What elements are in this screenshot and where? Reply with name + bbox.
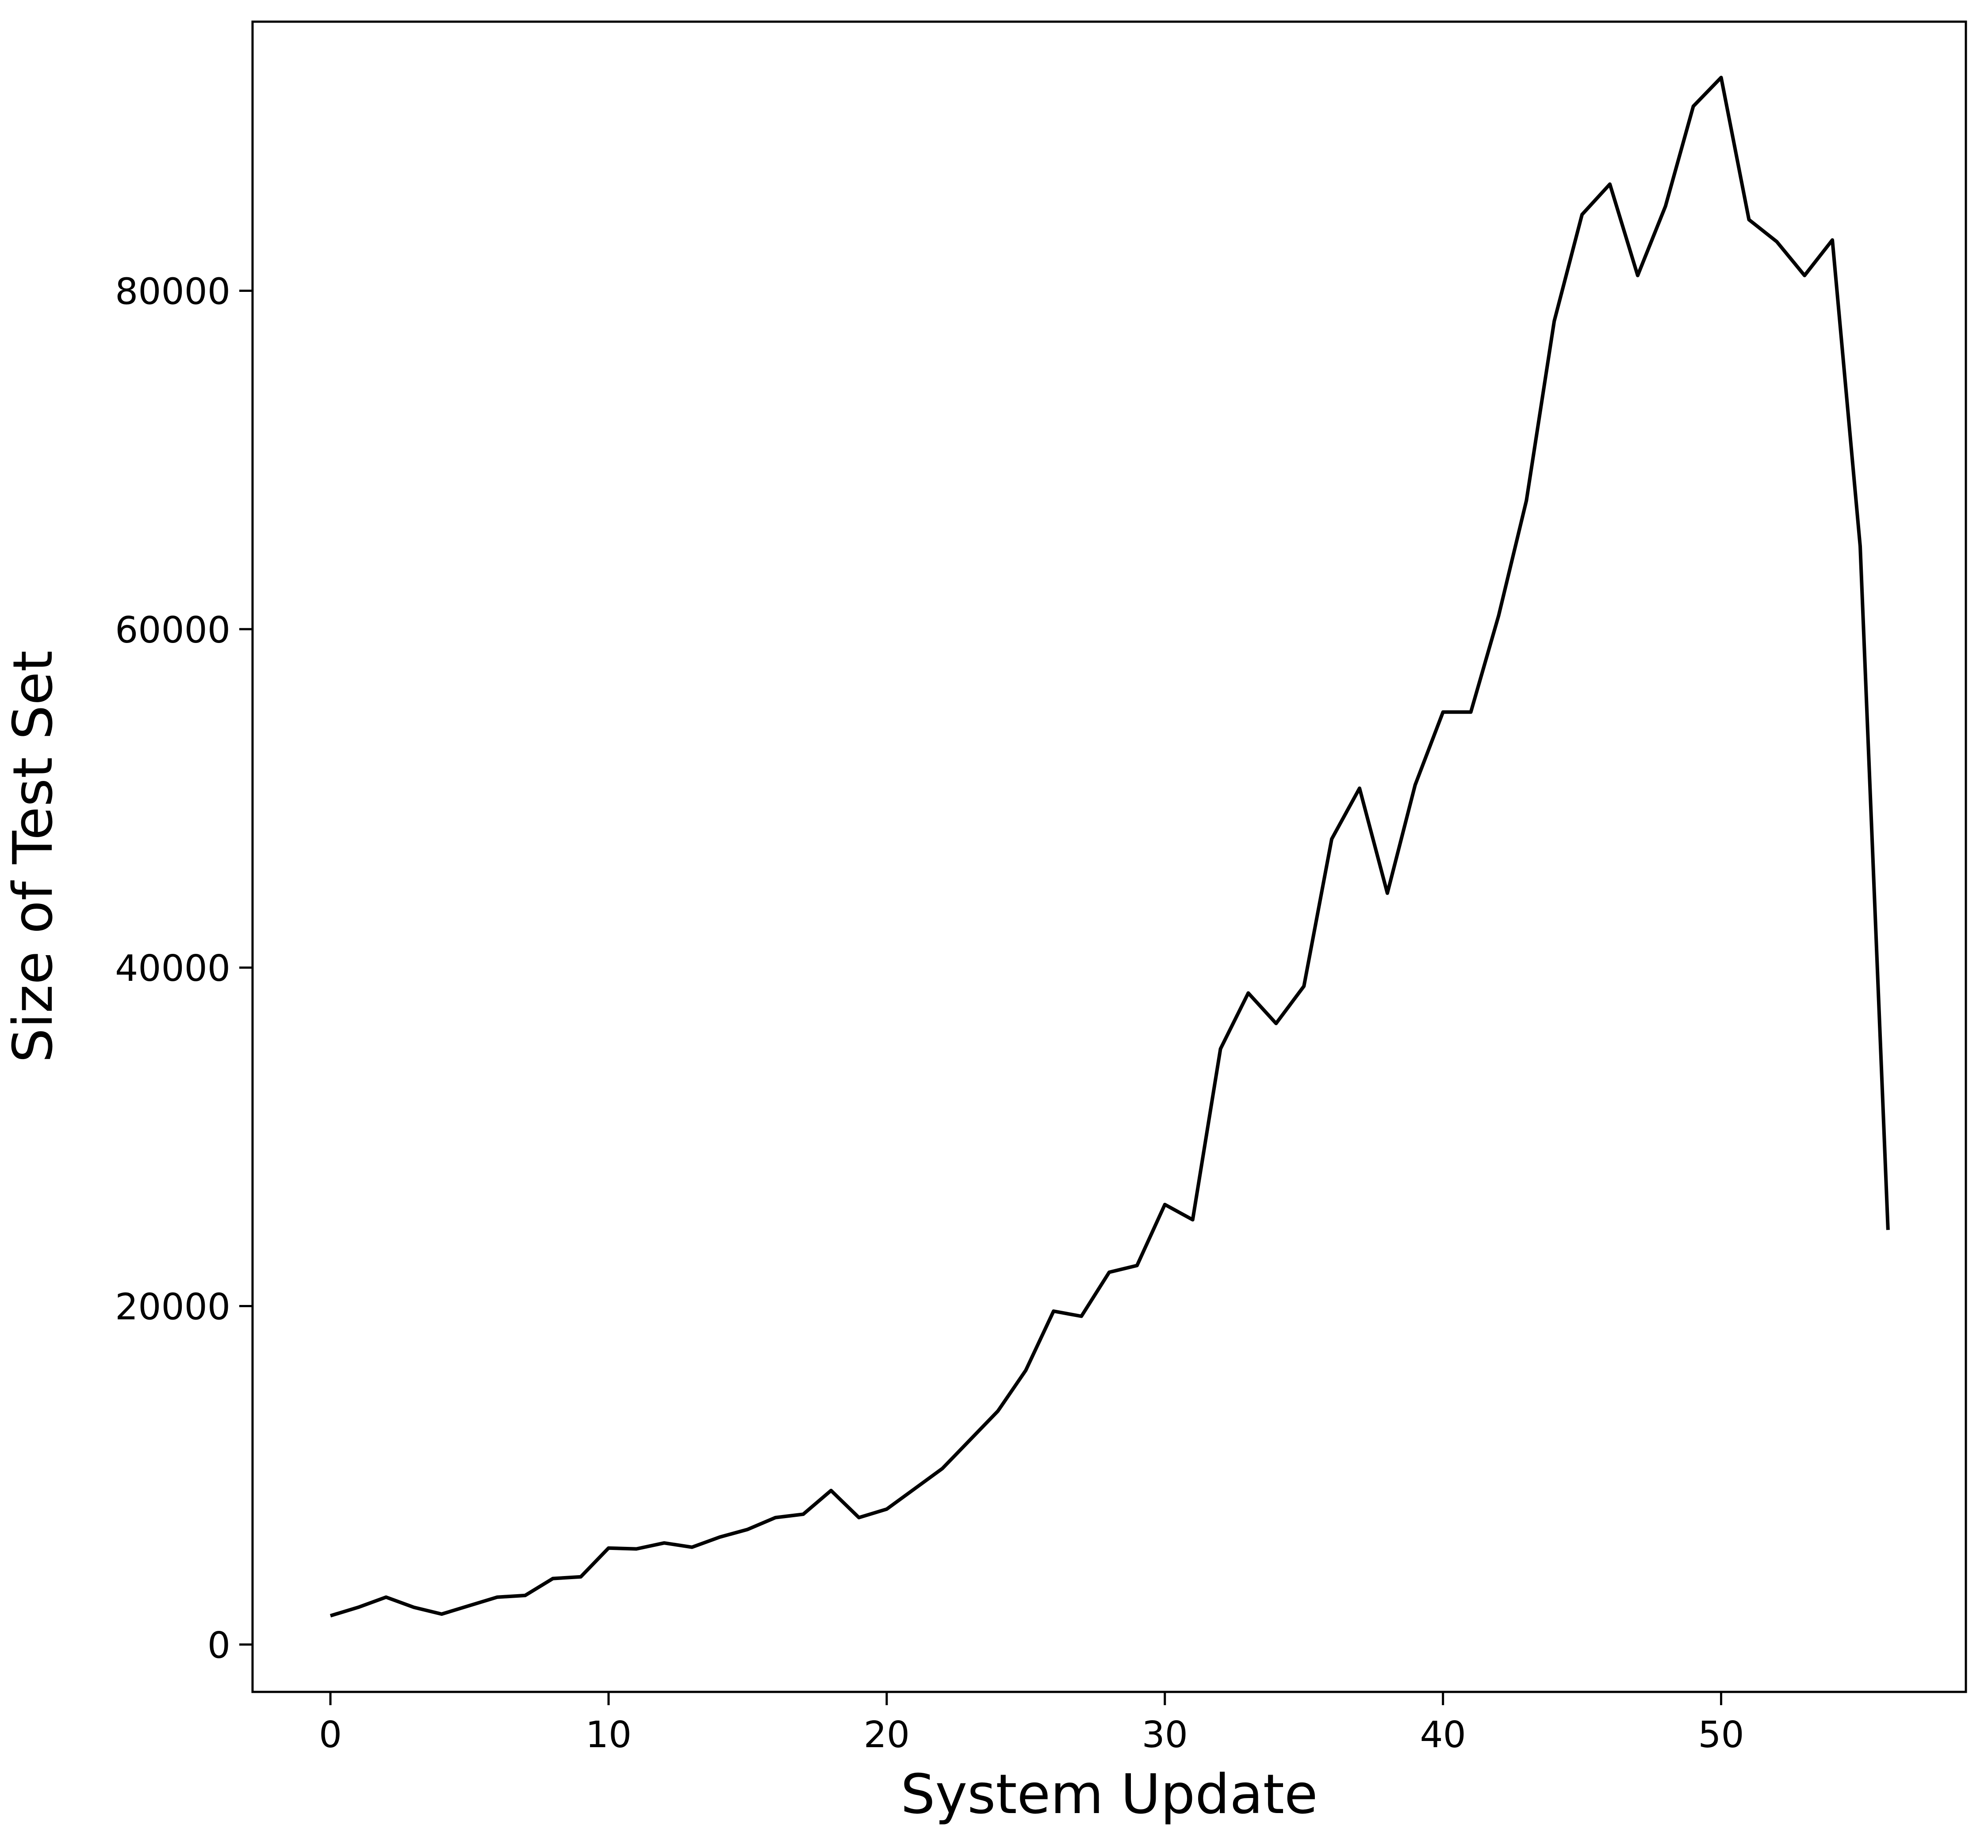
x-tick-label: 40	[1420, 1714, 1466, 1756]
y-axis-label: Size of Test Set	[2, 650, 65, 1063]
x-tick-label: 50	[1698, 1714, 1744, 1756]
x-axis-label: System Update	[900, 1763, 1318, 1826]
y-tick-label: 40000	[115, 948, 230, 990]
plot-frame	[251, 20, 1967, 1693]
x-axis-ticks: 0 10 20 30 40 50	[319, 1692, 1744, 1756]
x-tick-label: 30	[1142, 1714, 1188, 1756]
x-tick-label: 10	[586, 1714, 632, 1756]
y-tick-label: 60000	[115, 609, 230, 651]
x-tick-label: 20	[864, 1714, 910, 1756]
series-line	[329, 76, 1890, 1618]
y-tick-label: 20000	[115, 1286, 230, 1328]
x-tick-label: 0	[319, 1714, 342, 1756]
y-tick-label: 80000	[115, 271, 230, 313]
y-tick-label: 0	[207, 1625, 230, 1667]
y-axis-ticks: 0 20000 40000 60000 80000	[115, 271, 253, 1667]
